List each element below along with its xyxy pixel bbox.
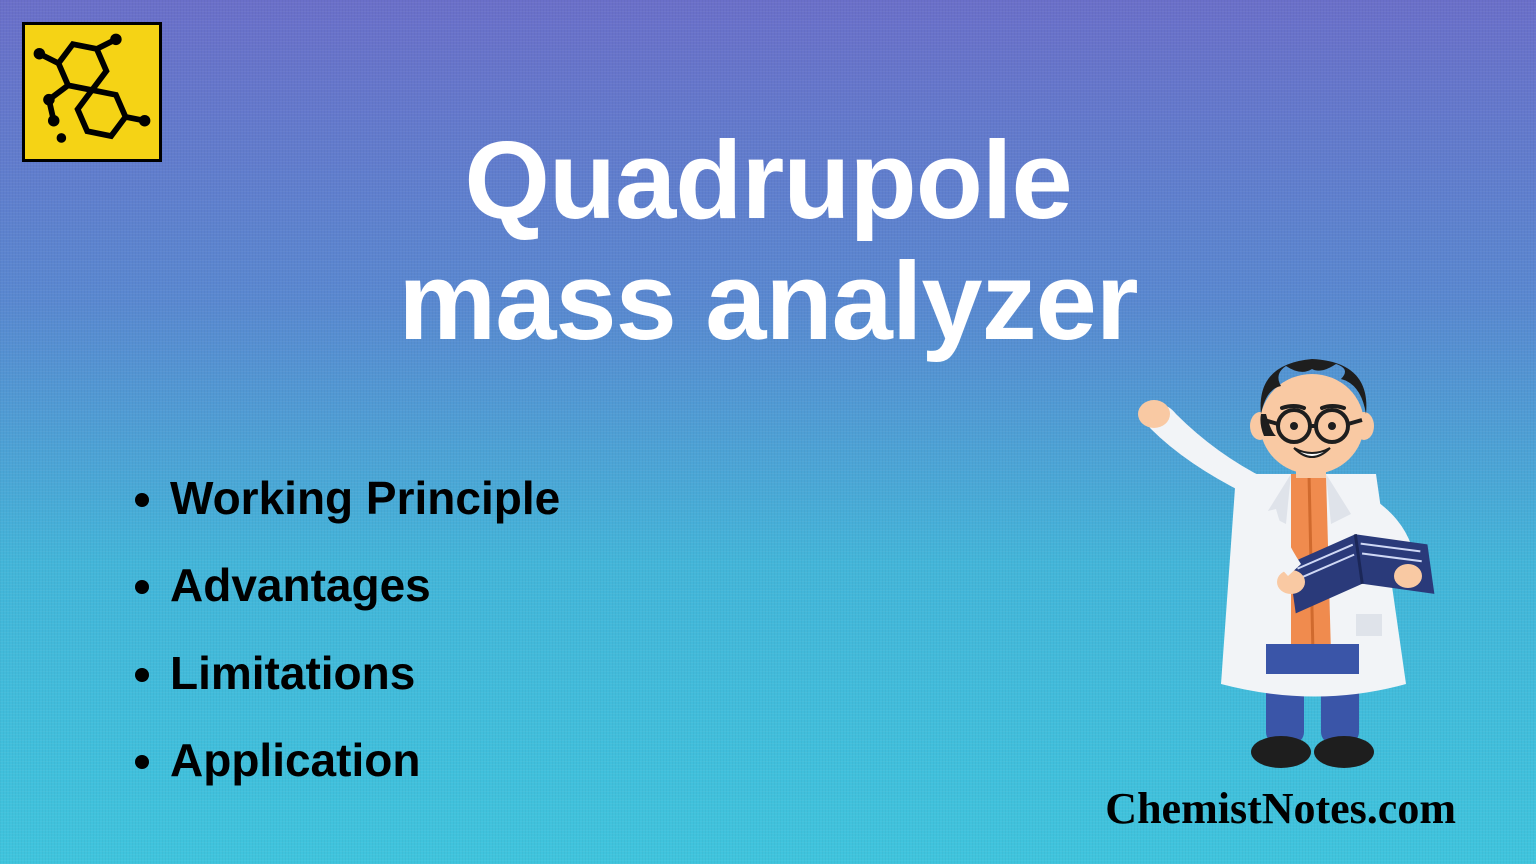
title-line-1: Quadrupole <box>0 120 1536 241</box>
list-item: Limitations <box>170 630 560 717</box>
scientist-illustration <box>1116 314 1476 774</box>
infographic-canvas: Quadrupole mass analyzer Working Princip… <box>0 0 1536 864</box>
website-credit: ChemistNotes.com <box>1105 783 1456 834</box>
list-item: Advantages <box>170 542 560 629</box>
list-item: Working Principle <box>170 455 560 542</box>
topics-list: Working Principle Advantages Limitations… <box>130 455 560 805</box>
list-item: Application <box>170 717 560 804</box>
scientist-icon <box>1116 314 1476 774</box>
